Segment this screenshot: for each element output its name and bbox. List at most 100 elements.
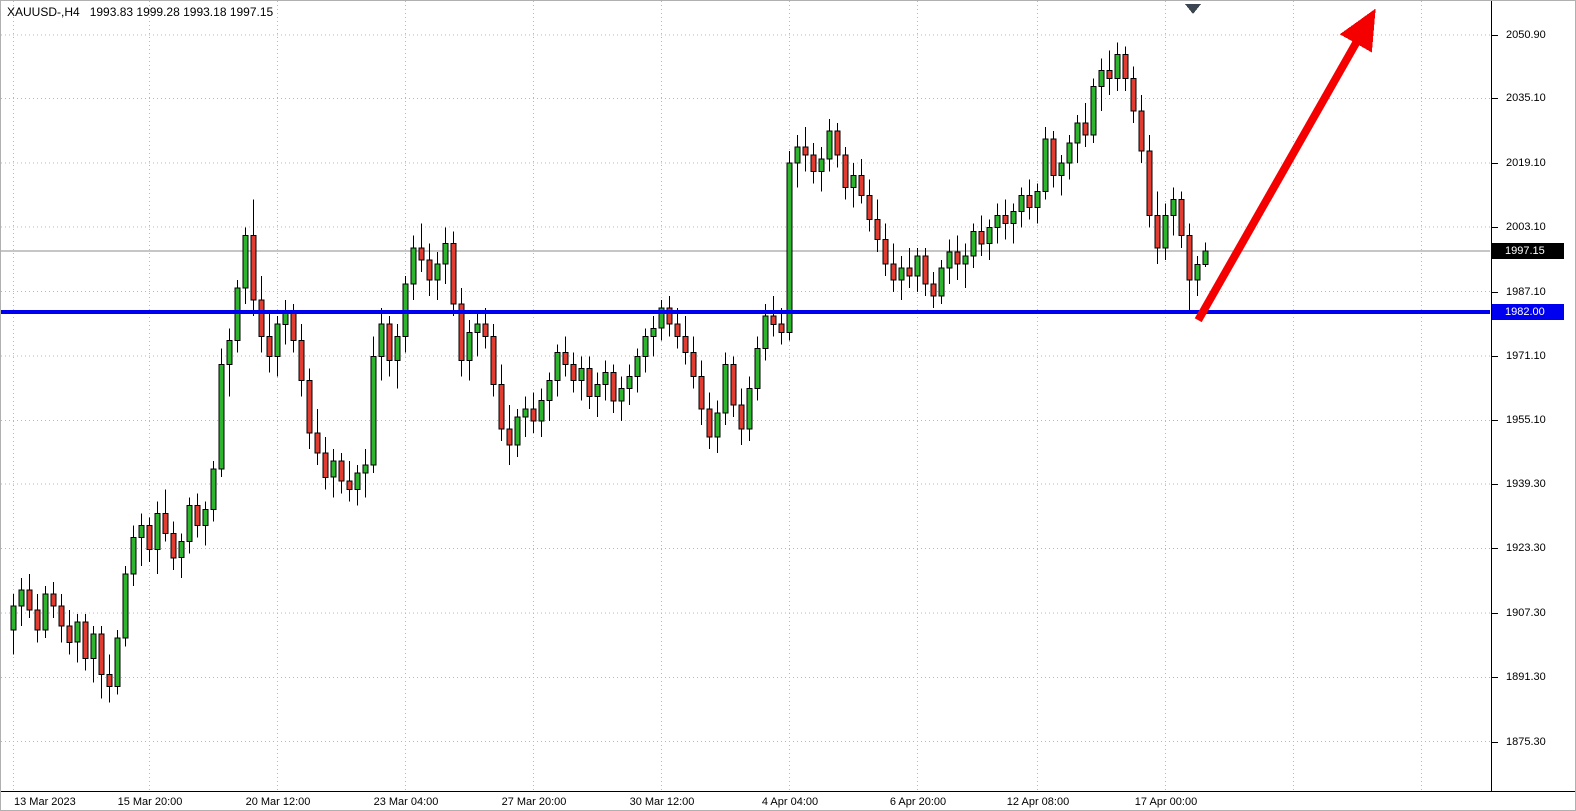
- time-tick-label: 15 Mar 20:00: [117, 796, 183, 808]
- candle-body: [290, 311, 297, 341]
- candle-body: [394, 335, 401, 361]
- price-tick-label: 1923.30: [1506, 542, 1546, 554]
- candle-body: [562, 351, 569, 365]
- candle-body: [666, 307, 673, 325]
- candle-body: [930, 283, 937, 297]
- candle-body: [1010, 211, 1017, 225]
- candle-body: [450, 243, 457, 305]
- trend-arrow[interactable]: [1194, 8, 1376, 323]
- candle-body: [402, 283, 409, 337]
- candle-body: [98, 633, 105, 676]
- price-tick-label: 1971.10: [1506, 350, 1546, 362]
- price-axis[interactable]: 2050.90 2035.10 2019.10 2003.10 1987.10 1971.…: [1491, 1, 1575, 791]
- candle-body: [90, 633, 97, 659]
- time-tick-label: 23 Mar 04:00: [373, 796, 439, 808]
- candle-body: [138, 525, 145, 539]
- candle-body: [1074, 122, 1081, 144]
- candle-body: [434, 263, 441, 281]
- candle-body: [1202, 250, 1209, 266]
- price-tick-label: 1875.30: [1506, 736, 1546, 748]
- candle-body: [146, 525, 153, 551]
- price-tick-mark: [1492, 163, 1498, 164]
- candle-body: [954, 251, 961, 265]
- candle-body: [674, 323, 681, 337]
- candle-body: [922, 255, 929, 285]
- candle-body: [986, 227, 993, 245]
- candle-body: [418, 247, 425, 261]
- candle-body: [794, 146, 801, 164]
- candle-body: [994, 215, 1001, 229]
- price-tick-label: 1987.10: [1506, 286, 1546, 298]
- chart-title: XAUUSD-,H4 1993.83 1999.28 1993.18 1997.1…: [7, 5, 273, 19]
- candle-body: [1162, 215, 1169, 249]
- candle-body: [130, 537, 137, 575]
- candle-body: [698, 376, 705, 410]
- candle-body: [914, 255, 921, 277]
- candle-body: [346, 480, 353, 490]
- candle-body: [626, 376, 633, 390]
- ohlc-readout: 1993.83 1999.28 1993.18 1997.15: [89, 5, 274, 19]
- candle-body: [26, 589, 33, 611]
- candle-body: [114, 637, 121, 688]
- candle-body: [642, 335, 649, 357]
- candle-body: [202, 508, 209, 526]
- candle-body: [738, 404, 745, 430]
- time-axis[interactable]: 13 Mar 2023 15 Mar 20:00 20 Mar 12:00 23 Ma…: [1, 791, 1575, 810]
- candle-body: [162, 512, 169, 535]
- candle-body: [746, 388, 753, 430]
- candle-body: [298, 339, 305, 382]
- candle-body: [1138, 110, 1145, 152]
- price-tick-mark: [1492, 548, 1498, 549]
- candle-body: [1154, 215, 1161, 249]
- price-tick-mark: [1492, 98, 1498, 99]
- candle-body: [378, 323, 385, 357]
- candle-body: [178, 541, 185, 559]
- candle-body: [554, 351, 561, 382]
- candle-body: [618, 388, 625, 402]
- candle-body: [834, 130, 841, 156]
- candle-body: [1170, 199, 1177, 217]
- candle-body: [826, 130, 833, 160]
- current-price-label: 1997.15: [1492, 243, 1564, 259]
- candle-body: [58, 605, 65, 627]
- candle-body: [1098, 70, 1105, 88]
- candle-body: [122, 573, 129, 639]
- candle-body: [1186, 235, 1193, 281]
- candle-body: [1058, 162, 1065, 176]
- candle-body: [186, 504, 193, 543]
- candle-body: [74, 621, 81, 643]
- candle-body: [1114, 54, 1121, 80]
- candle-body: [530, 408, 537, 422]
- symbol-period-label: XAUUSD-,H4: [7, 5, 80, 19]
- chart-shift-marker-icon[interactable]: [1185, 4, 1201, 14]
- time-tick-label: 12 Apr 08:00: [1006, 796, 1070, 808]
- candle-body: [354, 472, 361, 490]
- candle-body: [474, 323, 481, 333]
- candle-body: [330, 460, 337, 478]
- candle-body: [498, 384, 505, 430]
- candle-body: [274, 323, 281, 357]
- candle-body: [338, 460, 345, 482]
- candle-body: [258, 299, 265, 337]
- candlestick-plot[interactable]: [1, 1, 1490, 791]
- candle-body: [386, 323, 393, 361]
- candle-body: [850, 174, 857, 188]
- price-tick-mark: [1492, 613, 1498, 614]
- candle-body: [442, 243, 449, 265]
- candle-body: [1042, 138, 1049, 192]
- candle-body: [682, 335, 689, 353]
- candle-body: [322, 452, 329, 478]
- candle-body: [650, 327, 657, 337]
- price-tick-mark: [1492, 227, 1498, 228]
- candle-body: [82, 621, 89, 659]
- candle-body: [10, 605, 17, 631]
- time-tick-label: 6 Apr 20:00: [889, 796, 947, 808]
- candle-body: [874, 219, 881, 241]
- candle-body: [266, 335, 273, 357]
- candle-body: [210, 468, 217, 511]
- candle-body: [466, 331, 473, 361]
- candle-body: [1026, 194, 1033, 208]
- price-tick-mark: [1492, 677, 1498, 678]
- chart-plot-area[interactable]: XAUUSD-,H4 1993.83 1999.28 1993.18 1997.1…: [1, 1, 1491, 791]
- time-tick-label: 13 Mar 2023: [14, 796, 76, 808]
